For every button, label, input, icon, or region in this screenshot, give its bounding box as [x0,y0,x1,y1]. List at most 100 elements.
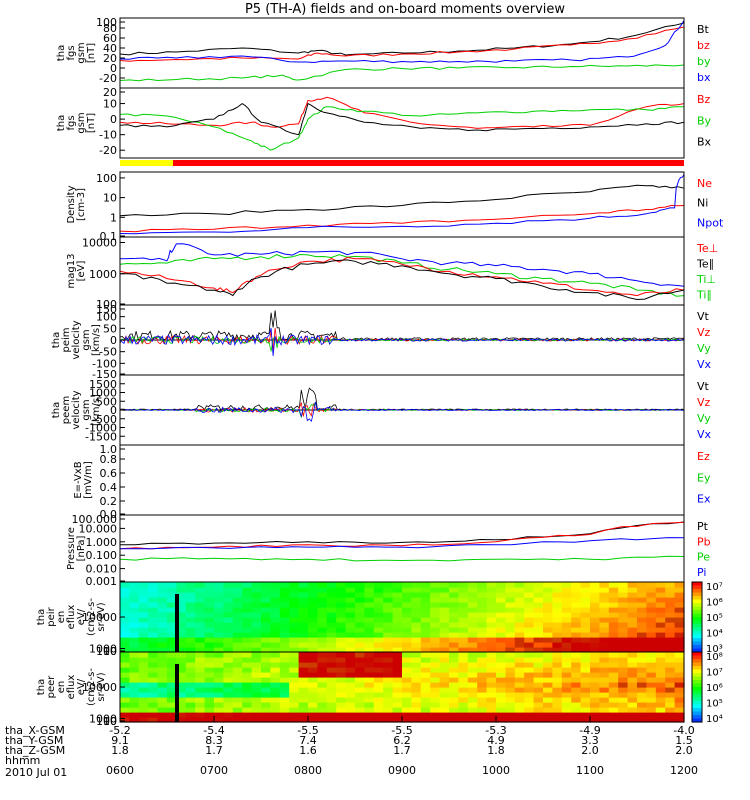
x-tick-label: 0700 [200,764,228,777]
spectrogram-cell [289,612,300,618]
spectrogram-cell [590,617,600,623]
spectrogram-cell [317,607,328,613]
x-row-value: 6.2 [393,734,411,747]
spectrogram-cell [176,652,187,658]
spectrogram-cell [157,612,168,618]
spectrogram-cell [345,652,356,658]
spectrogram-cell [411,587,422,593]
spectrogram-cell [261,692,271,698]
spectrogram-cell [411,662,422,668]
spectrogram-cell [138,707,149,713]
y-tick-label: -150 [92,368,117,381]
spectrogram-cell [195,682,206,688]
spectrogram-cell [176,632,187,638]
spectrogram-cell [590,697,600,703]
spectrogram-cell [543,712,553,718]
spectrogram-cell [373,627,384,633]
spectrogram-cell [364,692,375,698]
spectrogram-cell [270,627,281,633]
spectrogram-cell [317,612,328,618]
spectrogram-cell [458,637,469,643]
spectrogram-cell [646,582,657,588]
spectrogram-cell [270,697,281,703]
spectrogram-cell [402,582,412,588]
spectrogram-cell [467,582,478,588]
spectrogram-cell [148,622,159,628]
spectrogram-cell [458,687,469,693]
spectrogram-cell [608,697,619,703]
spectrogram-cell [308,642,318,648]
spectrogram-cell [223,632,234,638]
spectrogram-cell [317,657,328,663]
spectrogram-cell [580,702,591,708]
spectrogram-cell [467,677,478,683]
spectrogram-cell [496,637,506,643]
spectrogram-cell [627,592,638,598]
spectrogram-cell [120,682,130,688]
spectrogram-cell [608,677,619,683]
spectrogram-cell [505,587,516,593]
spectrogram-cell [580,647,591,653]
spectrogram-cell [665,707,676,713]
spectrogram-cell [383,612,394,618]
spectrogram-cell [336,597,347,603]
spectrogram-cell [120,602,130,608]
spectrogram-cell [308,682,318,688]
spectrogram-cell [279,597,290,603]
spectrogram-cell [430,597,441,603]
spectrogram-cell [242,582,253,588]
spectrogram-cell [543,692,553,698]
spectrogram-cell [533,592,544,598]
spectrogram-cell [373,652,384,658]
colorbar-label: 10⁵ [706,613,723,624]
spectrogram-cell [449,582,459,588]
spectrogram-cell [336,717,347,723]
spectrogram-cell [411,652,422,658]
spectrogram-cell [552,637,563,643]
spectrogram-cell [279,702,290,708]
spectrogram-cell [185,647,196,653]
spectrogram-cell [420,657,431,663]
spectrogram-cell [627,632,638,638]
spectrogram-cell [167,702,177,708]
spectrogram-cell [383,597,394,603]
spectrogram-cell [232,627,243,633]
y-axis-label-line: velocity [71,320,82,359]
spectrogram-cell [345,642,356,648]
spectrogram-cell [308,672,318,678]
spectrogram-cell [571,582,582,588]
data-gap [175,594,179,652]
spectrogram-cell [505,662,516,668]
spectrogram-cell [364,647,375,653]
spectrogram-cell [336,672,347,678]
spectrogram-cell [364,697,375,703]
spectrogram-cell [486,667,497,673]
spectrogram-cell [120,662,130,668]
spectrogram-cell [167,597,177,603]
spectrogram-cell [223,622,234,628]
y-tick-label: 1000 [89,387,117,400]
spectrogram-cell [185,637,196,643]
spectrogram-cell [533,697,544,703]
spectrogram-cell [561,617,572,623]
spectrogram-cell [364,597,375,603]
spectrogram-cell [148,702,159,708]
spectrogram-cell [514,672,525,678]
spectrogram-cell [242,592,253,598]
y-tick-label: 0.8 [100,453,118,466]
spectrogram-cell [251,622,262,628]
spectrogram-cell [524,627,535,633]
spectrogram-cell [251,632,262,638]
spectrogram-cell [665,607,676,613]
spectrogram-cell [571,637,582,643]
legend-Te⊥: Te⊥ [696,242,718,255]
spectrogram-cell [524,707,535,713]
spectrogram-cell [590,682,600,688]
y-tick-label: 0 [110,113,117,126]
spectrogram-cell [167,617,177,623]
spectrogram-cell [214,682,224,688]
spectrogram-cell [308,632,318,638]
spectrogram-cell [355,592,365,598]
spectrogram-cell [580,652,591,658]
spectrogram-cell [552,647,563,653]
